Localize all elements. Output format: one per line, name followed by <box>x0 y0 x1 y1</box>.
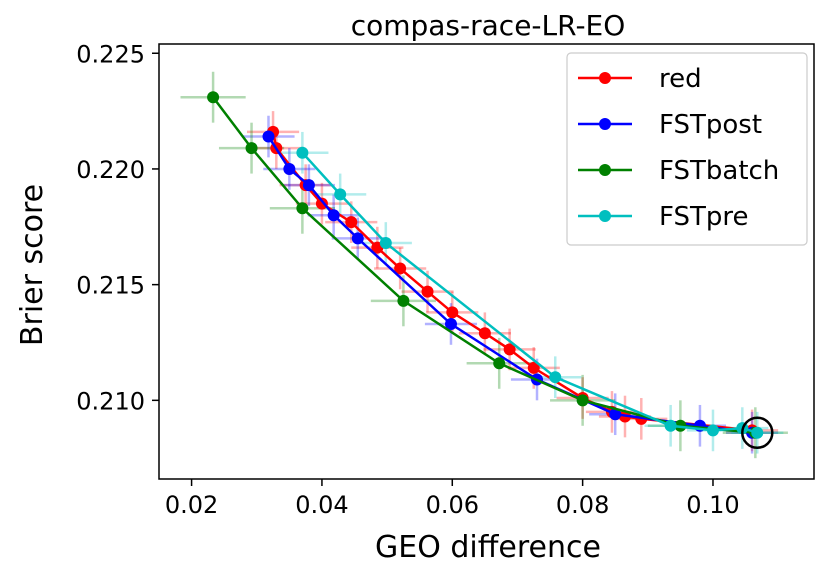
data-point-FSTpre <box>549 371 562 384</box>
data-point-red <box>315 197 328 210</box>
data-point-red <box>394 262 407 275</box>
data-point-FSTpre <box>296 146 309 159</box>
data-point-FSTpost <box>327 209 340 222</box>
data-point-FSTpre <box>706 424 719 437</box>
data-point-FSTpre <box>334 188 347 201</box>
legend-marker <box>599 118 611 130</box>
x-tick-label: 0.04 <box>295 491 348 519</box>
data-point-FSTbatch <box>576 394 589 407</box>
data-point-red <box>478 327 491 340</box>
chart-title: compas-race-LR-EO <box>351 9 626 42</box>
data-point-FSTpost <box>262 130 275 143</box>
legend-marker <box>599 72 611 84</box>
data-point-FSTbatch <box>207 91 220 104</box>
data-point-FSTbatch <box>245 142 258 155</box>
legend-item-red: red <box>578 64 702 94</box>
y-axis-title: Brier score <box>15 184 50 346</box>
y-tick-label: 0.220 <box>76 156 145 184</box>
data-point-red <box>345 216 358 229</box>
legend-item-FSTbatch: FSTbatch <box>578 156 779 186</box>
x-axis-title: GEO difference <box>375 530 601 565</box>
data-point-FSTpost <box>609 408 622 421</box>
data-point-FSTbatch <box>296 202 309 215</box>
legend-item-FSTpre: FSTpre <box>578 202 749 232</box>
legend-marker <box>599 164 611 176</box>
data-point-FSTpost <box>351 232 364 245</box>
legend-marker <box>599 210 611 222</box>
series-line-FSTbatch <box>212 96 756 434</box>
data-point-FSTbatch <box>493 357 506 370</box>
y-tick-label: 0.225 <box>76 40 145 68</box>
data-point-red <box>503 343 516 356</box>
legend-label: FSTpost <box>659 110 762 140</box>
highlight-circle <box>741 416 774 449</box>
series-FSTpre <box>296 146 764 439</box>
y-axis: 0.210 0.215 0.220 0.225 <box>76 40 159 415</box>
data-point-FSTpost <box>444 317 457 330</box>
legend-box <box>566 52 808 246</box>
legend: red FSTpost FSTbatch FSTpre <box>566 52 808 246</box>
x-tick-label: 0.02 <box>165 491 218 519</box>
data-point-FSTpre <box>751 426 764 439</box>
data-point-red <box>421 285 434 298</box>
data-point-FSTbatch <box>397 294 410 307</box>
data-point-red <box>527 361 540 374</box>
data-point-FSTpre <box>379 236 392 249</box>
y-tick-label: 0.215 <box>76 272 145 300</box>
legend-label: FSTbatch <box>659 156 779 186</box>
data-point-FSTpost <box>283 162 296 175</box>
legend-label: red <box>659 64 702 94</box>
y-tick-label: 0.210 <box>76 387 145 415</box>
axes-frame <box>158 43 815 480</box>
data-point-FSTpost <box>302 179 315 192</box>
data-point-FSTpre <box>664 419 677 432</box>
plot-area <box>180 71 788 459</box>
legend-item-FSTpost: FSTpost <box>578 110 762 140</box>
x-tick-label: 0.08 <box>556 491 609 519</box>
x-tick-label: 0.06 <box>426 491 479 519</box>
x-tick-label: 0.10 <box>686 491 739 519</box>
x-axis: 0.02 0.04 0.06 0.08 0.10 <box>165 479 740 519</box>
data-point-red <box>446 306 459 319</box>
legend-label: FSTpre <box>659 202 749 232</box>
